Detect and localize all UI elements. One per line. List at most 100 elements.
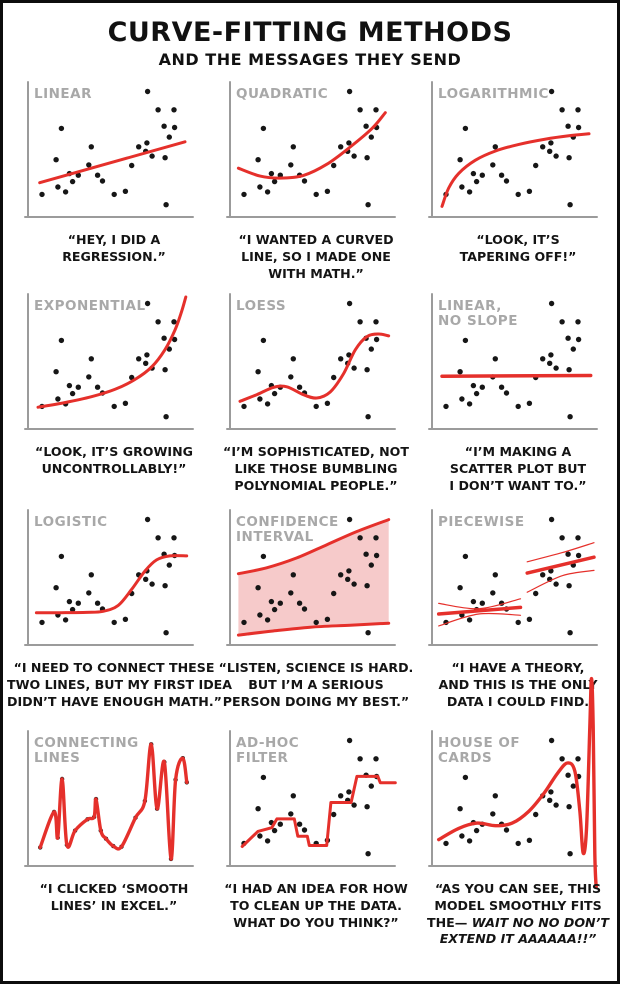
fit-curve	[236, 111, 387, 180]
scatter-dot	[364, 804, 370, 810]
scatter-dot	[99, 178, 106, 185]
scatter-dot	[88, 356, 95, 362]
scatter-dot	[346, 89, 353, 95]
caption-line: LIKE THOSE BUMBLING	[234, 460, 398, 476]
scatter-dot	[498, 384, 505, 391]
caption-line: “I HAD AN IDEA FOR HOW	[224, 881, 408, 897]
axis	[24, 81, 194, 219]
scatter-dot	[268, 599, 275, 605]
caption-line: “I WANTED A CURVED	[238, 232, 394, 248]
scatter-dot	[526, 188, 533, 195]
panel-label: LOGISTIC	[34, 514, 108, 530]
panel-caption: “LISTEN, SCIENCE IS HARD. BUT I’M A SERIO…	[209, 660, 423, 710]
scatter-dot	[55, 184, 61, 191]
scatter-dot	[129, 375, 135, 381]
scatter-dot	[548, 789, 554, 795]
scatter-dot	[443, 404, 449, 410]
scatter-dot	[473, 179, 480, 185]
scatter-dot	[39, 620, 45, 626]
scatter-dot	[559, 535, 565, 541]
scatter-dot	[144, 352, 150, 358]
caption-line: REGRESSION.”	[62, 248, 166, 264]
panel-logistic: LOGISTIC “I NEED TO CONNECT THESE TWO LIN…	[7, 505, 232, 726]
plot-canvas: CONFIDENCE INTERVAL	[226, 509, 396, 647]
panel-grid: LINEAR “HEY, I DID A REGRESSION.” QUADRAT…	[3, 77, 617, 964]
axis	[24, 509, 194, 647]
scatter-dot	[162, 155, 168, 161]
plot-canvas: CONNECTING LINES	[24, 730, 194, 868]
scatter-dot	[324, 188, 331, 195]
scatter-dot	[457, 157, 463, 163]
scatter-dot	[313, 192, 319, 198]
scatter-dot	[58, 338, 65, 344]
scatter-dot	[296, 821, 303, 828]
scatter-dot	[277, 821, 283, 828]
scatter-dot	[171, 107, 177, 113]
scatter-dot	[533, 591, 539, 597]
caption-line: “HEY, I DID A	[67, 232, 161, 248]
scatter-dot	[143, 360, 149, 367]
scatter-dot	[162, 583, 168, 589]
scatter-dot	[473, 828, 480, 834]
scatter-dot	[503, 178, 510, 185]
caption-line: “AS YOU CAN SEE, THIS	[434, 881, 602, 897]
scatter-dot	[264, 189, 271, 195]
scatter-dot	[364, 367, 370, 373]
scatter-dot	[331, 812, 337, 818]
scatter-dot	[565, 772, 571, 779]
scatter-dot	[338, 144, 344, 150]
caption-line: “LISTEN, SCIENCE IS HARD.	[218, 660, 414, 676]
confidence-band	[238, 519, 389, 636]
scatter-dot	[166, 562, 172, 569]
scatter-dot	[515, 841, 521, 847]
scatter-dot	[575, 107, 581, 113]
panel-confidence-interval: CONFIDENCE INTERVAL “LISTEN, SCIENCE IS H…	[209, 505, 413, 726]
scatter-dot	[462, 126, 469, 132]
scatter-dot	[255, 585, 261, 591]
plot-canvas: PIECEWISE	[428, 509, 598, 647]
panel-caption: “I NEED TO CONNECT THESE TWO LINES, BUT M…	[7, 660, 232, 710]
scatter-dot	[492, 572, 498, 578]
panel-caption: “I’M SOPHISTICATED, NOT LIKE THOSE BUMBLI…	[209, 444, 423, 494]
scatter-dot	[559, 319, 565, 325]
scatter-dot	[136, 356, 142, 362]
fit-curve	[525, 555, 596, 576]
panel-loess: LOESS “I’M SOPHISTICATED, NOT LIKE THOSE …	[209, 289, 411, 505]
scatter-dot	[264, 401, 271, 407]
scatter-dot	[363, 551, 369, 558]
scatter-dot	[155, 107, 161, 113]
scatter-dot	[241, 192, 247, 198]
scatter-dot	[301, 178, 308, 185]
scatter-dot	[470, 599, 477, 605]
scatter-dot	[492, 356, 498, 362]
plot-canvas: LOGISTIC	[24, 509, 194, 647]
scatter-dot	[570, 346, 576, 353]
caption-line: WHAT DO YOU THINK?”	[233, 914, 399, 930]
axis	[226, 81, 396, 219]
scatter-dot	[122, 188, 129, 195]
panel-label: LINEAR, NO SLOPE	[438, 298, 518, 329]
scatter-dot	[492, 144, 498, 150]
caption-line: THE— WAIT NO NO DON’T	[427, 914, 609, 930]
caption-line: “I CLICKED ‘SMOOTH	[39, 881, 189, 897]
scatter-dot	[365, 414, 371, 420]
scatter-dot	[566, 804, 572, 810]
scatter-dot	[492, 793, 498, 799]
scatter-dot	[526, 616, 533, 623]
scatter-dot	[351, 802, 357, 809]
panel-label: QUADRATIC	[236, 86, 328, 102]
scatter-dot	[94, 384, 101, 391]
scatter-dot	[351, 581, 357, 588]
scatter-dot	[357, 319, 363, 325]
scatter-dot	[373, 756, 379, 762]
scatter-dot	[575, 337, 582, 343]
scatter-dot	[66, 383, 73, 389]
panel-logarithmic: LOGARITHMIC “LOOK, IT’S TAPERING OFF!”	[411, 77, 613, 289]
scatter-dot	[490, 811, 496, 817]
scatter-dot	[567, 851, 573, 857]
panel-label: AD-HOC FILTER	[236, 735, 299, 766]
scatter-dot	[365, 851, 371, 857]
caption-line: UNCONTROLLABLY!”	[41, 460, 187, 476]
caption-line: WITH MATH.”	[268, 265, 364, 281]
panel-piecewise: PIECEWISE “I HAVE A THEORY, AND THIS IS T…	[411, 505, 613, 726]
